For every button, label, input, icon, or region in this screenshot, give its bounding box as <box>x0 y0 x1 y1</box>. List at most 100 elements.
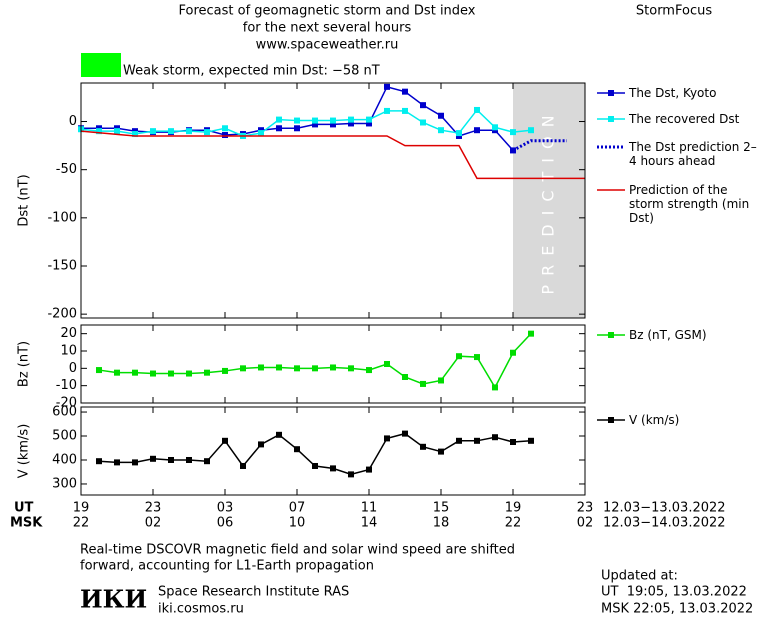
point <box>438 448 444 455</box>
title-line: www.spaceweather.ru <box>256 38 399 53</box>
point <box>240 365 246 372</box>
x-tick-label: 15 <box>433 501 450 516</box>
point <box>294 125 300 132</box>
legend-label: Prediction of the storm strength (min Ds… <box>629 183 750 225</box>
msk-tick-label: 18 <box>433 516 450 531</box>
point <box>402 430 408 437</box>
point <box>294 365 300 372</box>
point <box>330 465 336 472</box>
point <box>474 437 480 444</box>
point <box>312 117 318 124</box>
point <box>348 471 354 478</box>
x-tick-label: 11 <box>361 501 378 516</box>
point <box>186 128 192 135</box>
point <box>528 437 534 444</box>
msk-tick-label: 02 <box>577 516 594 531</box>
msk-tick-label: 10 <box>289 516 306 531</box>
point <box>456 353 462 360</box>
institute: Space Research Institute RAS <box>158 585 349 600</box>
msk-tick-label: 22 <box>505 516 522 531</box>
point <box>366 367 372 374</box>
legend-label: The Dst prediction 2–4 hours ahead <box>629 140 757 168</box>
point <box>150 370 156 377</box>
y-tick-label: 300 <box>52 476 77 491</box>
point <box>384 435 390 442</box>
point <box>330 117 336 124</box>
point <box>528 330 534 337</box>
site: iki.cosmos.ru <box>158 602 244 617</box>
frame <box>80 82 586 319</box>
point <box>420 119 426 126</box>
point <box>384 107 390 114</box>
point <box>276 364 282 371</box>
point <box>114 459 120 466</box>
point <box>420 443 426 450</box>
point <box>366 116 372 123</box>
point <box>258 441 264 448</box>
y-tick-label: -20 <box>56 396 77 411</box>
point <box>276 431 282 438</box>
point <box>438 377 444 384</box>
msk-label: MSK <box>10 516 43 531</box>
title-line: for the next several hours <box>243 21 412 36</box>
logo: ИКИ <box>80 585 147 614</box>
point <box>420 102 426 109</box>
point <box>276 125 282 132</box>
point <box>222 125 228 132</box>
point <box>510 439 516 446</box>
point <box>384 361 390 367</box>
ut-range: 12.03−13.03.2022 <box>603 501 726 516</box>
y-axis-label: V (km/s) <box>17 424 32 479</box>
point <box>96 128 102 135</box>
y-tick-label: 600 <box>52 405 77 420</box>
updated-msk: MSK 22:05, 13.03.2022 <box>601 602 753 617</box>
y-tick-label: -200 <box>47 307 77 322</box>
point <box>348 365 354 372</box>
point <box>96 367 102 374</box>
point <box>402 88 408 95</box>
brand: StormFocus <box>636 4 712 19</box>
point <box>204 369 210 376</box>
legend-label: V (km/s) <box>629 413 680 427</box>
status: Weak storm, expected min Dst: −58 nT <box>123 64 380 79</box>
point <box>222 367 228 374</box>
point <box>240 462 246 469</box>
point <box>330 364 336 371</box>
point <box>312 365 318 372</box>
point <box>456 130 462 137</box>
point <box>168 456 174 463</box>
y-tick-label: 400 <box>52 452 77 467</box>
point <box>438 127 444 134</box>
point <box>222 132 228 139</box>
point <box>114 128 120 135</box>
updated-ut: UT 19:05, 13.03.2022 <box>601 585 747 600</box>
msk-tick-label: 14 <box>361 516 378 531</box>
point <box>330 121 336 128</box>
series-line <box>80 108 532 137</box>
status-box <box>81 53 121 77</box>
point <box>402 107 408 114</box>
point <box>150 455 156 462</box>
x-tick-label: 19 <box>505 501 522 516</box>
y-tick-label: -50 <box>56 162 77 177</box>
point <box>474 106 480 113</box>
frame <box>80 324 586 404</box>
note: Real-time DSCOVR magnetic field and sola… <box>80 543 515 558</box>
point <box>186 456 192 463</box>
legend-swatch <box>608 332 614 338</box>
point <box>312 121 318 128</box>
y-tick-label: 0 <box>69 114 77 129</box>
point <box>204 458 210 465</box>
y-tick-label: 500 <box>52 429 77 444</box>
point <box>402 374 408 380</box>
point <box>510 129 516 136</box>
x-tick-label: 23 <box>145 501 162 516</box>
point <box>222 437 228 444</box>
series-line <box>512 139 567 152</box>
point <box>258 130 264 137</box>
point <box>492 124 498 131</box>
y-axis-label: Bz (nT) <box>17 341 32 387</box>
y-tick-label: 10 <box>60 344 77 359</box>
